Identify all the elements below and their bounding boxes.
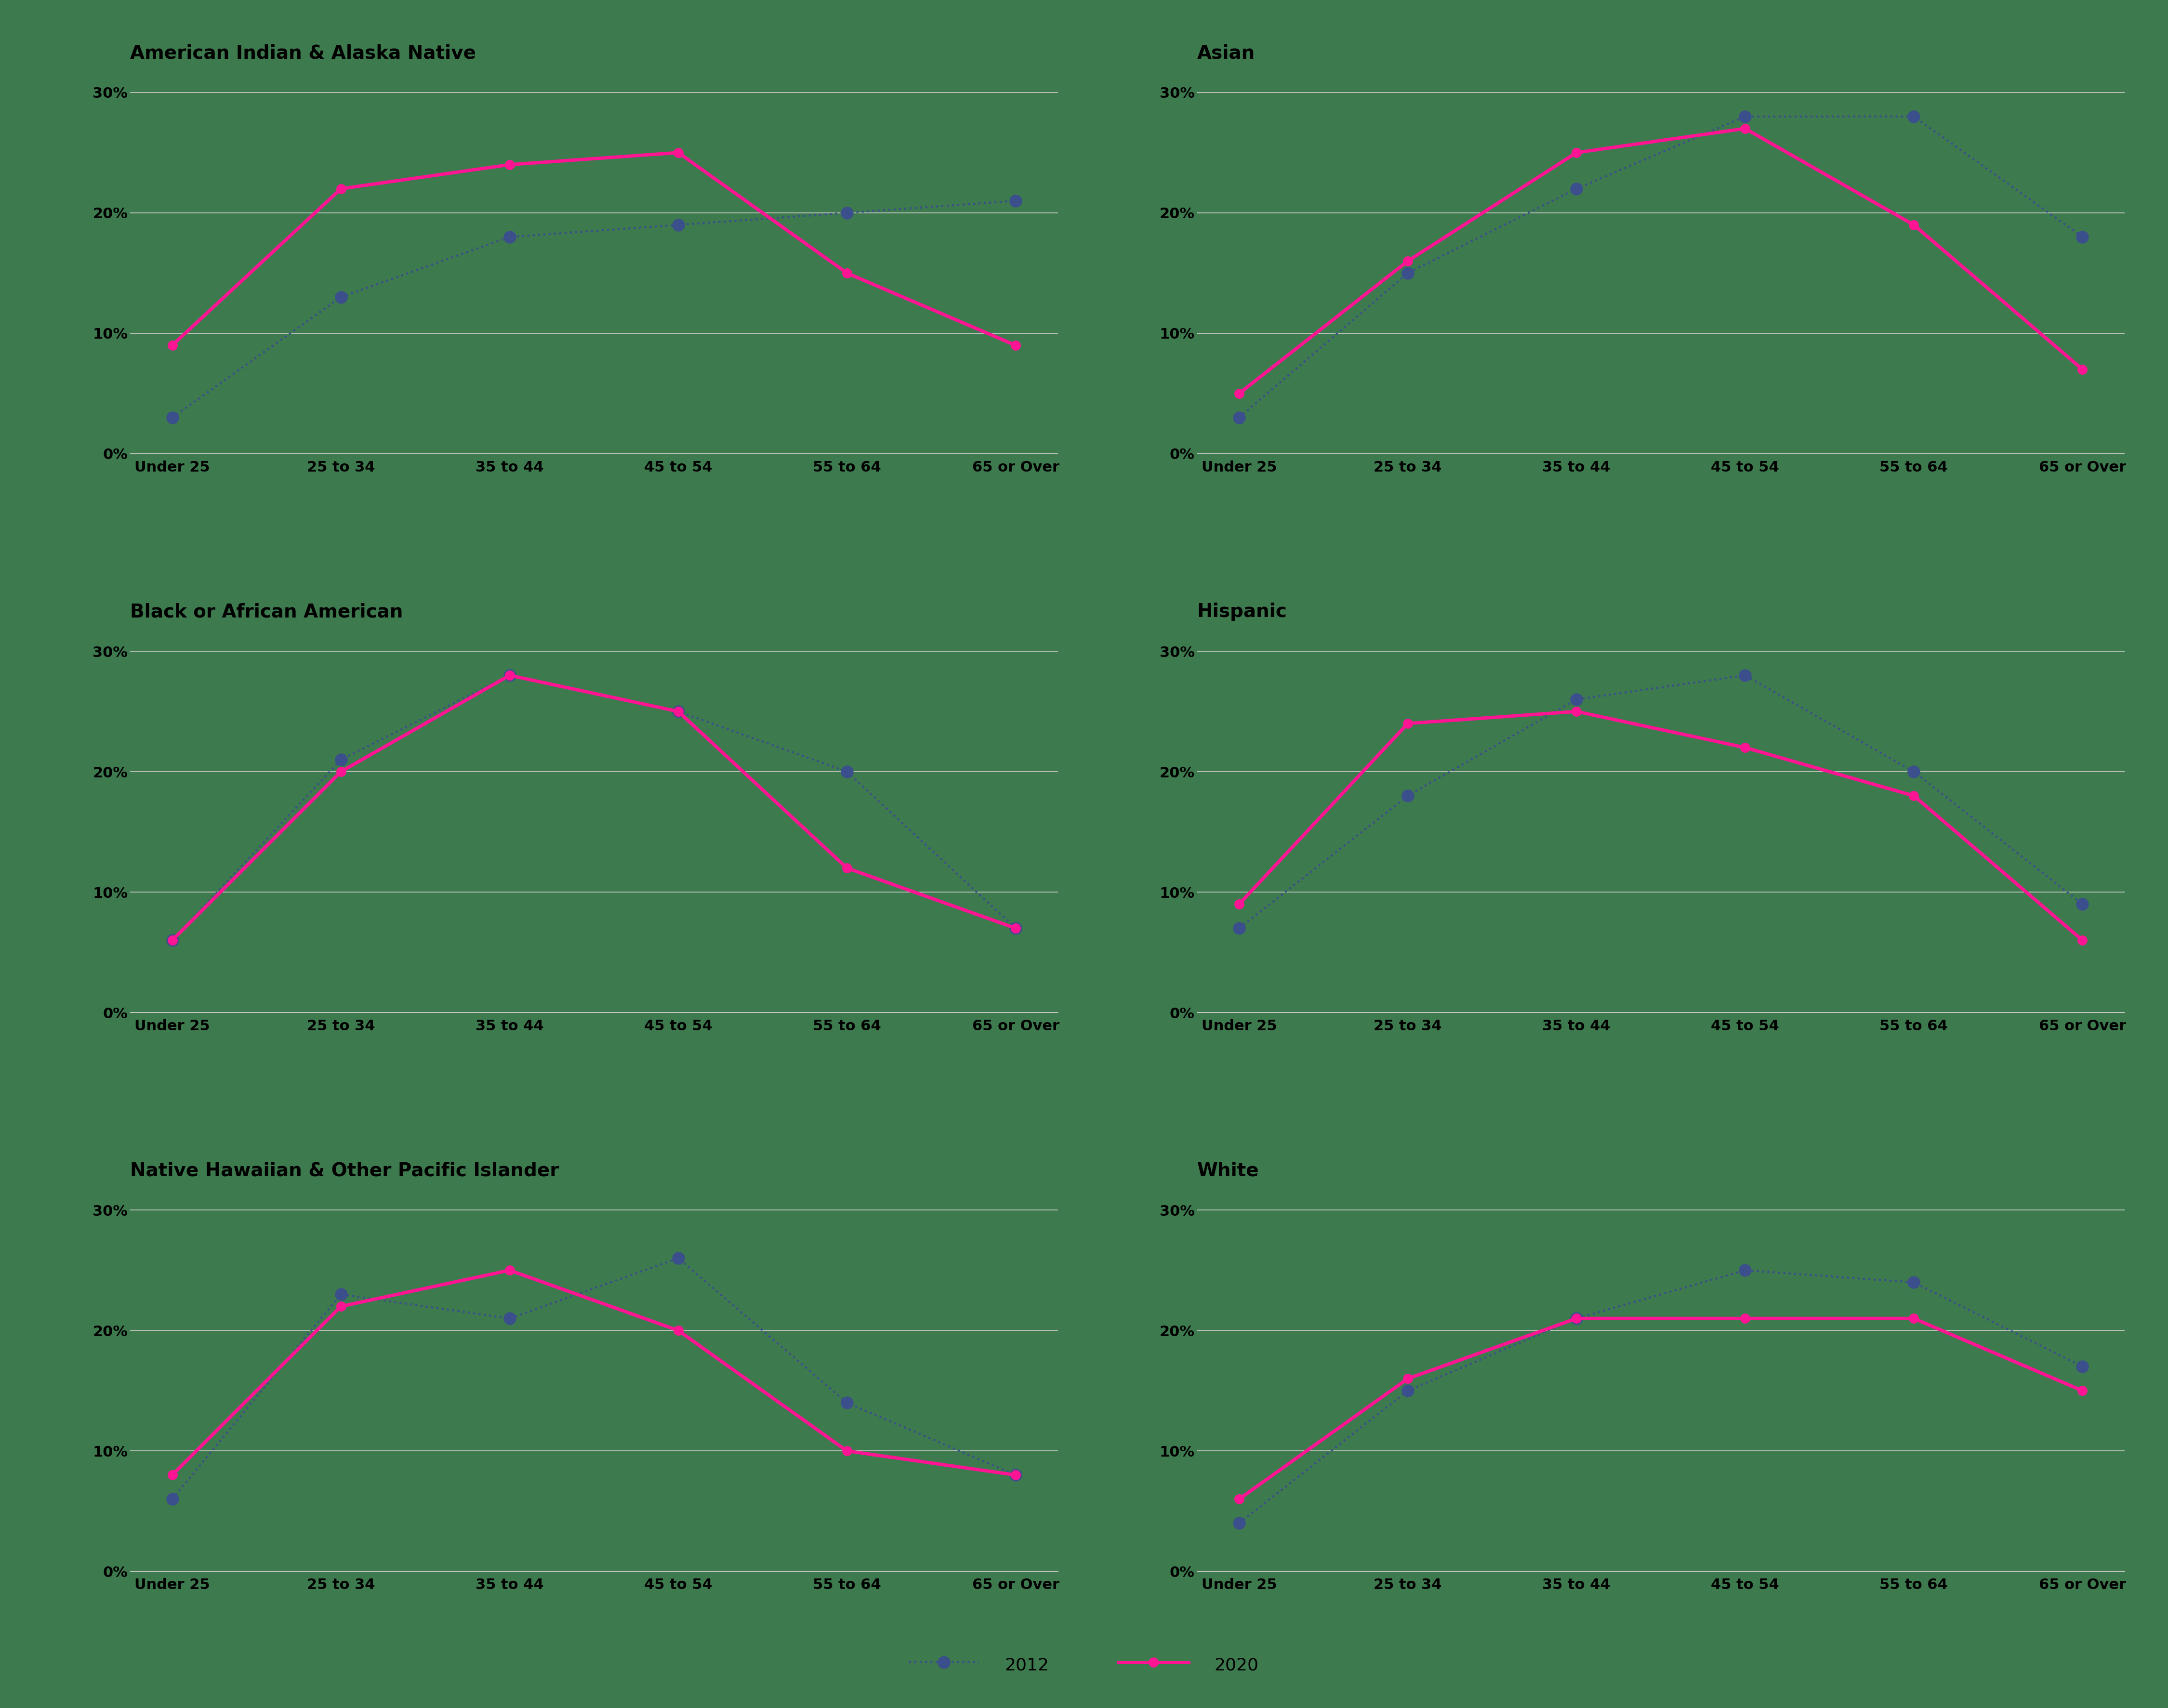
Text: Native Hawaiian & Other Pacific Islander: Native Hawaiian & Other Pacific Islander bbox=[130, 1161, 559, 1180]
Text: Hispanic: Hispanic bbox=[1197, 603, 1288, 622]
Text: White: White bbox=[1197, 1161, 1260, 1180]
Legend: 2012, 2020: 2012, 2020 bbox=[902, 1647, 1266, 1682]
Text: American Indian & Alaska Native: American Indian & Alaska Native bbox=[130, 44, 477, 61]
Text: Asian: Asian bbox=[1197, 44, 1255, 61]
Text: Black or African American: Black or African American bbox=[130, 603, 403, 622]
